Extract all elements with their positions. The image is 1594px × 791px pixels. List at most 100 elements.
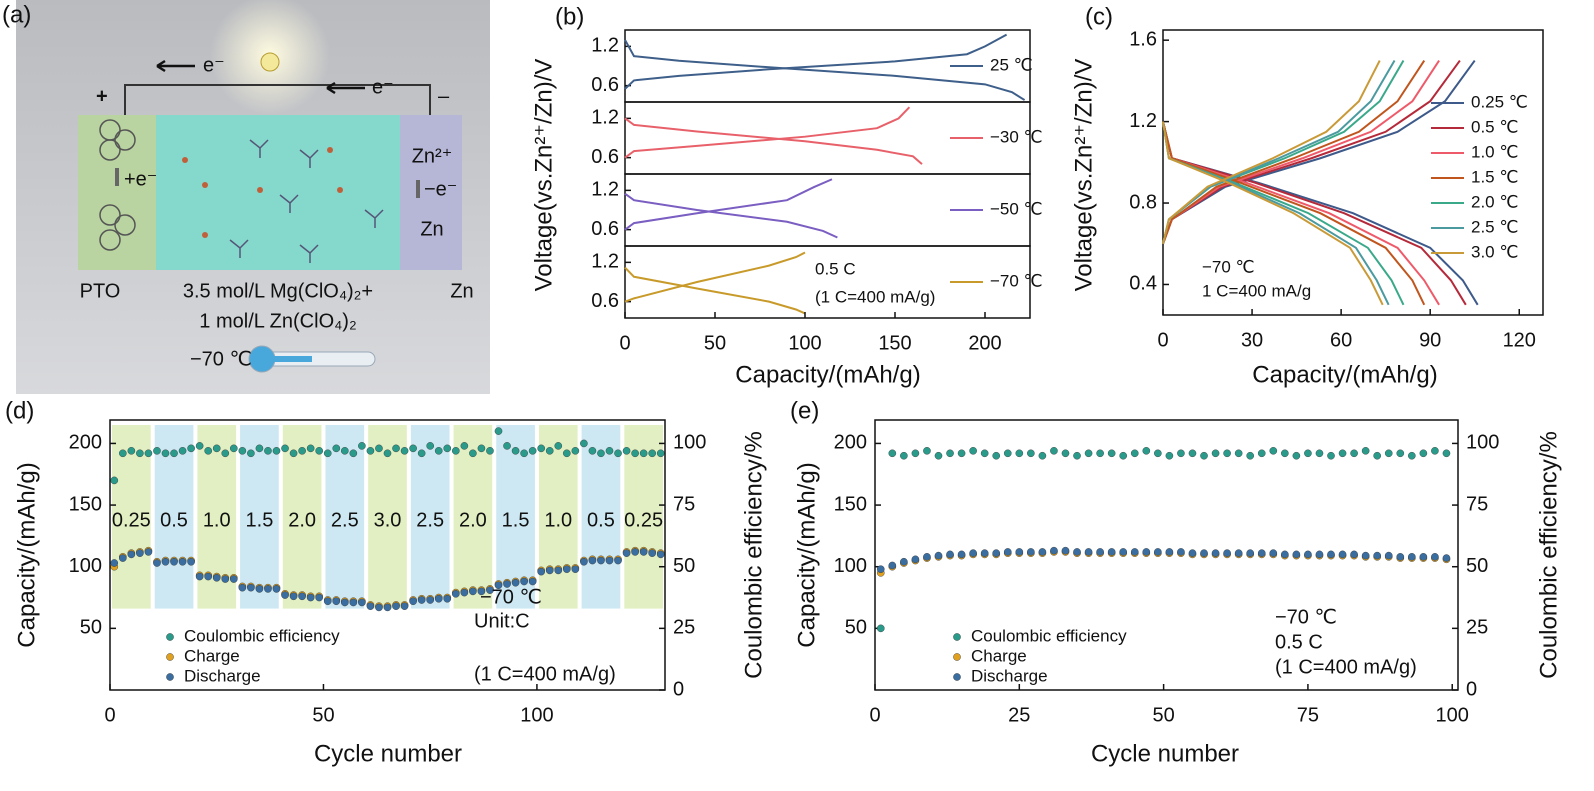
legend-label: Discharge [971,666,1048,685]
data-point [426,596,434,604]
data-point [1442,449,1451,458]
data-point [323,449,332,458]
data-point [477,587,486,596]
data-point [247,449,255,458]
data-point [622,549,631,557]
rate-label: 0.25 [624,509,663,531]
data-point [1315,550,1324,559]
reaction-label: +e⁻ [124,168,157,190]
y-tick-label: 200 [69,432,102,454]
data-point [1292,451,1301,460]
electrolyte [156,115,400,270]
data-point [375,444,383,453]
data-point [1119,451,1128,460]
data-point [375,603,383,612]
data-point [614,556,622,565]
data-point [969,447,977,455]
data-point [349,598,358,607]
data-point [452,447,460,455]
y-tick-label: 0.6 [591,218,619,240]
data-point [1188,449,1197,458]
rate-band [410,425,450,609]
data-point [1327,451,1335,460]
data-point [1119,548,1128,556]
data-point [247,583,255,592]
data-point [1431,553,1439,561]
data-point [119,554,127,562]
curve [624,266,806,315]
data-point [1107,548,1116,556]
data-point [460,442,469,450]
x-axis-label: Cycle number [1091,740,1239,767]
data-point [1338,449,1347,458]
data-point [1027,548,1035,556]
data-point [409,597,417,606]
data-point [1003,548,1012,556]
anions [229,139,384,263]
data-point [900,451,908,460]
cathode-name: PTO [80,280,121,302]
data-point [1154,548,1162,556]
molecule [99,119,136,251]
annotation: −70 ℃ [1202,257,1255,276]
data-point [588,447,597,455]
data-point [417,449,426,458]
data-point [528,447,537,455]
data-point [1073,451,1081,460]
rate-label: 2.5 [331,509,359,531]
data-point [187,557,195,566]
data-point [946,449,954,458]
data-point [888,449,897,458]
x-tick-label: 200 [968,332,1001,354]
data-point [1350,449,1358,458]
data-point [571,565,580,573]
legend-swatch [953,633,961,641]
data-point [876,565,885,573]
plot-frame [1162,29,1544,316]
data-point [537,444,545,453]
annotation: Unit:C [474,610,530,632]
data-point [1419,553,1428,561]
data-point [392,602,400,610]
curve [1162,121,1384,306]
data-point [1223,449,1231,458]
data-point [1061,449,1070,458]
data-point [639,548,648,556]
metal-label: Zn [420,218,443,240]
data-point [306,593,315,602]
data-point [212,444,221,453]
legend-swatch [166,653,174,661]
curve [1162,59,1461,245]
electron-arrow [156,59,195,73]
annotation: (1 C=400 mA/g) [474,663,616,685]
data-point [1107,449,1116,458]
data-point [204,447,212,455]
data-point [178,447,187,455]
rate-band [538,425,578,609]
rate-label: 0.5 [160,509,188,531]
curve [624,192,838,239]
anode [400,115,462,270]
electrolyte-text: 1 mol/L Zn(ClO₄)₂ [199,310,356,332]
data-point [341,447,349,455]
rate-label: 2.5 [416,509,444,531]
data-point [1188,549,1197,557]
data-point [1373,551,1381,560]
data-point [400,602,409,610]
x-tick-label: 0 [104,704,115,726]
data-point [656,550,665,559]
data-point [1038,548,1047,556]
data-point [195,572,204,581]
data-point [136,449,144,458]
y-tick-label: 50 [845,617,867,639]
data-point [1084,548,1093,556]
data-point [1246,451,1254,460]
data-point [1396,449,1405,458]
x-tick-label: 0 [869,704,880,726]
data-point [1211,549,1220,557]
rate-band [112,425,151,609]
panel-label: (b) [555,3,584,30]
data-point [537,567,545,576]
data-point [1281,550,1289,559]
minus-sign: – [438,85,450,107]
